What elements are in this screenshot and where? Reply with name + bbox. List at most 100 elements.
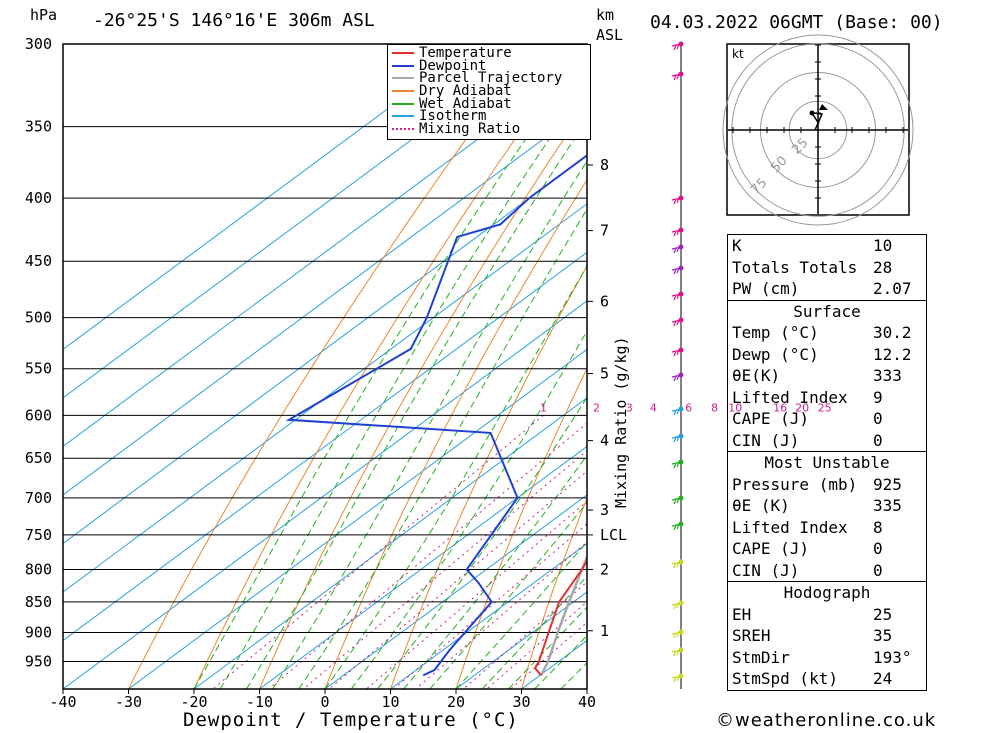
wind-barb (671, 631, 682, 639)
pressure-tick-label: 950 (25, 653, 52, 671)
mixing-ratio-label: 16 (773, 401, 787, 414)
row-value: 0 (873, 560, 883, 580)
height-tick-label: 7 (600, 222, 609, 240)
legend-swatch (392, 102, 414, 105)
row-key: K (732, 236, 742, 255)
row-key: Pressure (mb) (732, 474, 858, 494)
dry-adiabat-line (521, 496, 587, 689)
asl-axis-unit: ASL (596, 26, 624, 44)
wind-barb (671, 408, 682, 416)
forecast-datetime: 04.03.2022 06GMT (Base: 00) (650, 12, 943, 33)
row-value: 0 (873, 430, 883, 450)
dewpoint-line (285, 154, 587, 677)
hodograph-section: Hodograph EH 25 SREH 35 StmDir 193° StmSpd (kt… (728, 581, 926, 690)
x-axis-title: Dewpoint / Temperature (°C) (183, 709, 519, 731)
wind-barb (671, 675, 682, 683)
wind-barb (671, 602, 682, 610)
mixing-ratio-line (486, 601, 587, 689)
legend-entry: Dry Adiabat (388, 83, 590, 100)
height-tick-label: 8 (600, 156, 609, 174)
table-row: EH 25 (728, 604, 926, 626)
legend-entry: Mixing Ratio (388, 121, 590, 138)
row-value: 30.2 (873, 323, 912, 342)
pressure-tick-label: 800 (25, 560, 52, 578)
temperature-tick-label: 30 (512, 693, 530, 711)
hodograph-title: Hodograph (783, 583, 871, 602)
table-row: CAPE (J) 0 (728, 538, 926, 560)
legend-swatch (392, 115, 414, 118)
pressure-tick-label: 400 (25, 189, 52, 207)
pressure-tick-label: 900 (25, 624, 52, 642)
row-value: 333 (873, 366, 902, 385)
table-row: Lifted Index 9 (728, 387, 926, 409)
km-axis-unit: km (596, 6, 615, 24)
wind-barb (671, 523, 682, 531)
legend-label: Wet Adiabat (419, 95, 512, 112)
table-row: Pressure (mb) 925 (728, 474, 926, 496)
row-value: 335 (873, 496, 902, 515)
hodograph-trace (810, 112, 824, 131)
row-value: 925 (873, 474, 902, 494)
row-value: 2.07 (873, 279, 912, 298)
wet-adiabat-line (219, 83, 587, 689)
mixing-ratio-label: 4 (650, 401, 657, 414)
row-key: StmSpd (kt) (732, 669, 838, 688)
legend: Temperature Dewpoint Parcel Trajectory Dry … (387, 44, 591, 140)
surface-title: Surface (793, 301, 861, 321)
legend-swatch (392, 128, 414, 131)
dry-adiabat-line (193, 44, 583, 689)
hodograph-ring (722, 34, 914, 226)
legend-entry: Dewpoint (388, 59, 590, 73)
isotherm-line (63, 300, 587, 689)
row-key: θE (K) (732, 496, 790, 515)
isotherm-line (63, 106, 587, 496)
mixing-ratio-label: 2 (593, 401, 600, 414)
wind-barb (671, 43, 682, 51)
legend-label: Parcel Trajectory (419, 70, 563, 87)
temperature-tick-label: 10 (381, 693, 399, 711)
wind-barb (671, 497, 682, 505)
height-tick-label: 6 (600, 292, 609, 310)
height-tick-label: 1 (600, 622, 609, 640)
wind-barb (671, 293, 682, 301)
table-row: SREH 35 (728, 625, 926, 647)
pressure-tick-label: 350 (25, 118, 52, 136)
copyright-footer: ©weatheronline.co.uk (716, 710, 937, 731)
row-key: Dewp (°C) (732, 344, 819, 364)
legend-label: Dry Adiabat (419, 83, 512, 100)
temperature-tick-label: -20 (180, 693, 207, 711)
height-tick-label: LCL (600, 526, 627, 544)
isotherm-line (63, 57, 587, 448)
isotherm-line (324, 494, 587, 689)
mixing-ratio-line (510, 621, 587, 689)
wind-barb (671, 246, 682, 254)
surface-section: Surface Temp (°C) 30.2 Dewp (°C) 12.2 θE(K) 3… (728, 299, 926, 452)
parcel-trajectory-line (539, 553, 587, 676)
row-key: CIN (J) (732, 430, 800, 450)
table-row: CIN (J) 0 (728, 430, 926, 452)
temperature-tick-label: -40 (49, 693, 76, 711)
mixing-ratio-axis-title: Mixing Ratio (g/kg) (612, 336, 630, 508)
row-value: 0 (873, 539, 883, 558)
legend-label: Mixing Ratio (419, 121, 521, 138)
height-tick-label: 2 (600, 560, 609, 578)
row-value: 10 (873, 236, 893, 255)
legend-swatch (392, 90, 414, 93)
plot-profiles (285, 154, 587, 677)
row-value: 24 (873, 669, 893, 688)
axes: 1 2 3 4 6 8 10 16 20 2530035040045050055060065070… (25, 35, 832, 711)
row-key: CAPE (J) (732, 409, 810, 428)
wind-barb (671, 229, 682, 237)
dry-adiabat-line (390, 265, 587, 689)
pressure-tick-label: 500 (25, 309, 52, 327)
temperature-line (533, 558, 587, 677)
legend-swatch (392, 52, 414, 54)
row-key: PW (cm) (732, 279, 800, 298)
row-key: StmDir (732, 647, 790, 667)
mixing-ratio-label: 10 (728, 401, 742, 414)
row-key: CIN (J) (732, 560, 800, 580)
legend-entry: Temperature (388, 46, 590, 60)
wind-barb (671, 461, 682, 469)
legend-entry: Parcel Trajectory (388, 72, 590, 85)
